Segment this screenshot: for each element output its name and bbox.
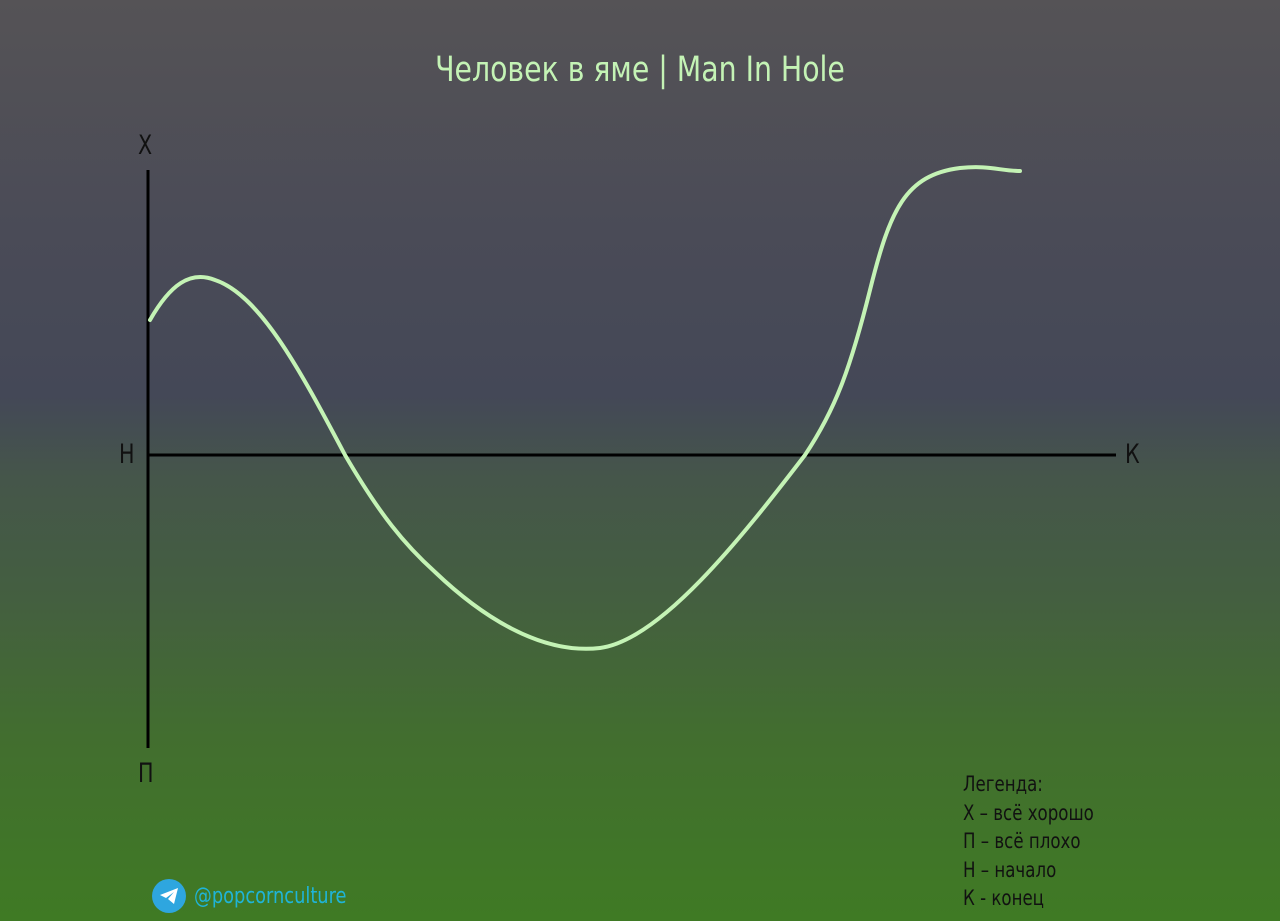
legend-item: П – всё плохо (963, 829, 1081, 853)
legend-item: Х – всё хорошо (963, 800, 1094, 825)
telegram-handle-text: @popcornculture (194, 883, 347, 909)
telegram-icon (152, 879, 186, 913)
legend: Легенда: Х – всё хорошо П – всё плохо Н … (963, 770, 1112, 913)
legend-item: Н – начало (963, 857, 1057, 882)
telegram-handle[interactable]: @popcornculture (152, 879, 363, 913)
legend-item: К - конец (963, 886, 1045, 910)
axis-label-left: Н (119, 439, 135, 470)
diagram-title: Человек в яме | Man In Hole (435, 50, 845, 90)
axis-label-bottom: П (138, 758, 154, 789)
axis-label-top: Х (138, 130, 153, 161)
story-curve (148, 165, 1022, 651)
axis-label-right: К (1125, 439, 1140, 470)
legend-heading: Легенда: (963, 772, 1043, 796)
